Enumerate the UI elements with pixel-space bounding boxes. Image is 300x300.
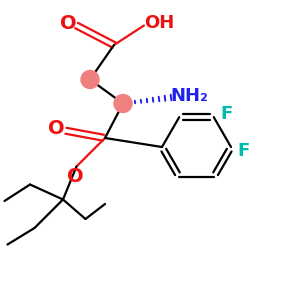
Text: O: O bbox=[67, 167, 83, 187]
Text: NH₂: NH₂ bbox=[171, 87, 208, 105]
Text: O: O bbox=[60, 14, 76, 33]
Circle shape bbox=[114, 94, 132, 112]
Text: O: O bbox=[48, 119, 64, 139]
Text: OH: OH bbox=[145, 14, 175, 32]
Circle shape bbox=[81, 70, 99, 88]
Text: F: F bbox=[220, 104, 232, 122]
Text: F: F bbox=[238, 142, 250, 160]
